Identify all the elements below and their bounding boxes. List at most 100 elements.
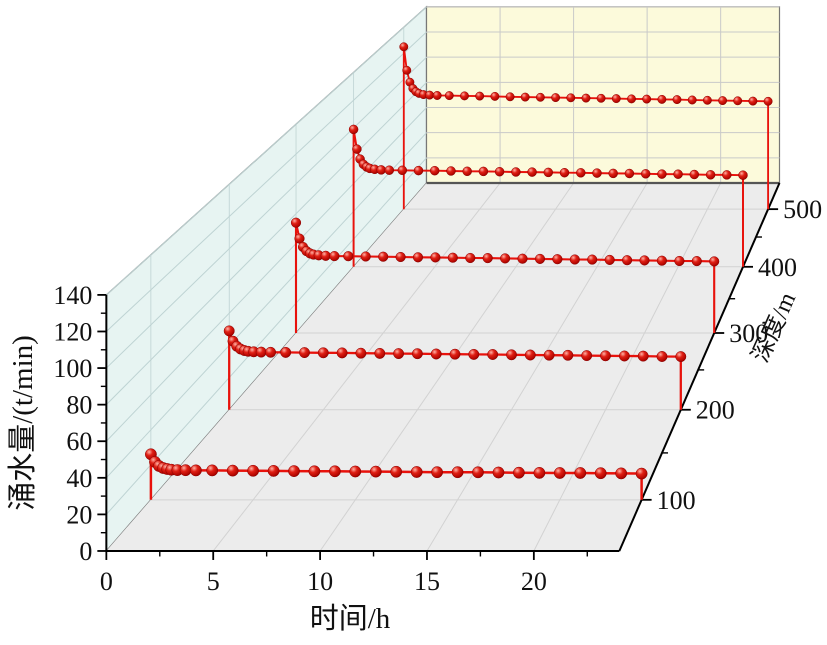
data-point-ball: [402, 65, 412, 75]
data-point-ball: [462, 166, 472, 177]
data-point-ball: [444, 91, 454, 101]
data-point-ball: [431, 466, 443, 479]
data-point-ball: [393, 348, 405, 360]
data-point-ball: [581, 93, 591, 103]
y-axis-tick-label: 140: [53, 281, 92, 310]
data-point-ball: [494, 166, 505, 177]
data-point-ball: [432, 91, 442, 100]
data-point-ball: [596, 93, 606, 103]
data-point-ball: [517, 253, 528, 264]
data-point-ball: [290, 217, 302, 228]
data-point-ball: [672, 95, 682, 105]
data-point-ball: [482, 253, 493, 264]
data-point-ball: [492, 466, 505, 479]
data-point-ball: [656, 255, 667, 266]
y-axis-tick-label: 20: [66, 500, 92, 529]
data-point-ball: [447, 252, 458, 263]
y-axis-tick-label: 0: [79, 537, 92, 566]
floor-gridline-time: [426, 182, 648, 552]
data-point-ball: [500, 253, 511, 264]
data-point-ball: [223, 325, 235, 337]
floor: [106, 183, 780, 551]
z-axis-tick-label: 300: [729, 319, 768, 348]
data-point-ball: [355, 347, 367, 359]
data-point-ball: [395, 251, 406, 263]
data-point-ball: [533, 467, 546, 479]
left-wall-gridline-value: [105, 157, 427, 515]
data-point-ball: [709, 256, 720, 267]
series-depth-500: [399, 42, 773, 210]
data-point-ball: [702, 95, 712, 105]
data-point-ball: [360, 251, 371, 262]
data-point-ball: [627, 94, 636, 104]
data-point-ball: [451, 466, 464, 479]
data-point-ball: [179, 464, 192, 477]
data-point-ball: [673, 169, 683, 179]
data-point-ball: [534, 253, 546, 264]
data-point-ball: [592, 168, 602, 178]
data-point-ball: [587, 254, 598, 265]
data-point-ball: [569, 254, 580, 265]
data-point-ball: [369, 465, 382, 478]
floor-gridline-time: [319, 182, 575, 552]
data-point-ball: [449, 348, 461, 360]
data-point-ball: [635, 467, 648, 480]
data-point-ball: [343, 251, 354, 262]
z-axis-tick-label: 100: [657, 486, 696, 515]
data-point-ball: [475, 91, 485, 101]
floor-gridline-time: [533, 182, 722, 552]
data-point-ball: [581, 350, 593, 362]
z-axis-tick-label: 400: [758, 253, 797, 282]
data-point-ball: [390, 465, 403, 478]
data-point-ball: [190, 464, 202, 477]
data-point-ball: [280, 346, 292, 358]
data-point-ball: [551, 93, 561, 103]
data-point-ball: [472, 466, 484, 479]
data-point-ball: [378, 251, 389, 262]
data-point-ball: [553, 467, 566, 479]
data-point-ball: [226, 464, 239, 477]
y-axis-tick-label: 100: [53, 354, 92, 383]
data-point-ball: [675, 351, 687, 363]
series-depth-300: [290, 217, 720, 333]
data-point-ball: [535, 92, 545, 102]
data-point-ball: [524, 349, 536, 361]
z-axis-tick-label: 500: [783, 195, 822, 224]
data-point-ball: [763, 96, 773, 106]
data-point-ball: [637, 350, 649, 362]
data-point-ball: [460, 91, 469, 101]
data-point-ball: [465, 252, 476, 264]
series-depth-400: [348, 124, 748, 267]
data-point-ball: [624, 168, 635, 179]
plot-series: [145, 42, 773, 500]
y-axis-tick-label: 80: [66, 391, 92, 420]
data-point-ball: [329, 251, 340, 262]
data-point-ball: [429, 165, 440, 176]
left-wall-gridline-value: [106, 56, 427, 369]
data-point-ball: [336, 347, 348, 359]
data-point-ball: [604, 254, 615, 265]
data-point-ball: [618, 350, 630, 362]
data-point-ball: [348, 124, 359, 135]
data-point-ball: [430, 348, 442, 360]
data-point-ball: [543, 167, 554, 178]
data-point-ball: [247, 464, 259, 477]
left-wall-gridline-value: [106, 6, 427, 296]
series-depth-200: [223, 325, 687, 410]
data-point-ball: [425, 90, 435, 100]
data-point-ball: [543, 349, 555, 361]
data-point-ball: [352, 144, 362, 154]
y-axis-title: 涌水量/(t/min): [6, 335, 39, 511]
data-point-ball: [410, 466, 423, 478]
data-point-ball: [691, 256, 702, 267]
data-point-ball: [722, 170, 732, 180]
data-point-ball: [399, 42, 409, 52]
data-point-ball: [206, 464, 219, 477]
data-point-ball: [267, 465, 280, 477]
data-point-ball: [468, 348, 480, 360]
data-point-ball: [689, 169, 700, 180]
data-point-ball: [506, 349, 517, 361]
data-point-ball: [490, 91, 500, 101]
y-axis-tick-label: 40: [66, 464, 92, 493]
